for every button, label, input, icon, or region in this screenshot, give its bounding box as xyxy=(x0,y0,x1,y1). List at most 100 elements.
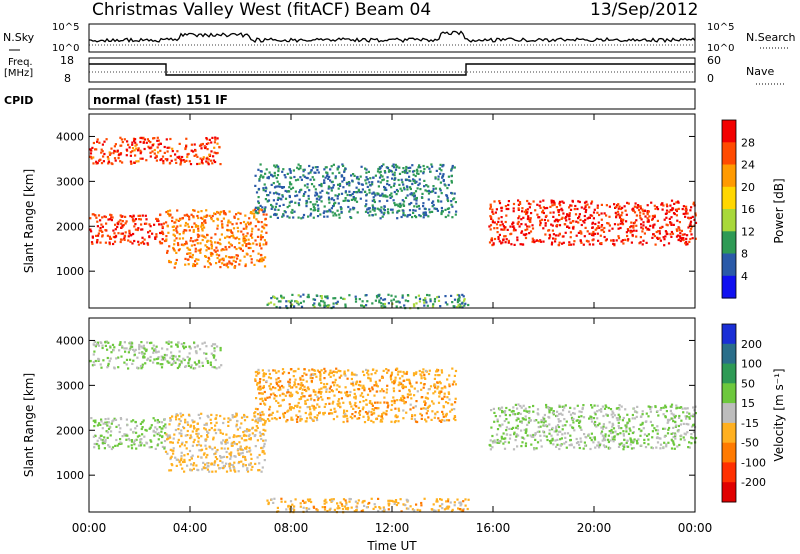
data-cell xyxy=(604,433,607,436)
data-cell xyxy=(231,223,234,226)
data-cell xyxy=(428,211,431,214)
data-cell xyxy=(344,190,347,193)
data-cell xyxy=(639,211,642,214)
data-cell xyxy=(129,358,132,361)
data-cell xyxy=(619,222,622,225)
data-cell xyxy=(158,426,161,429)
data-cell xyxy=(229,262,232,265)
data-cell xyxy=(130,440,134,443)
data-cell xyxy=(206,468,209,471)
data-cell xyxy=(547,406,550,409)
data-cell xyxy=(636,405,639,408)
data-cell xyxy=(352,381,355,384)
data-cell xyxy=(359,400,362,404)
data-cell xyxy=(138,434,141,437)
data-cell xyxy=(203,265,206,268)
data-cell xyxy=(118,430,121,434)
data-cell xyxy=(554,240,557,243)
data-cell xyxy=(367,208,370,211)
data-cell xyxy=(109,346,112,349)
data-cell xyxy=(325,175,329,178)
data-cell xyxy=(106,234,109,237)
data-cell xyxy=(334,297,337,300)
data-cell xyxy=(131,362,134,365)
data-cell xyxy=(636,411,639,414)
data-cell xyxy=(172,233,175,236)
data-cell xyxy=(113,346,116,349)
data-cell xyxy=(315,416,318,420)
data-cell xyxy=(458,299,461,302)
data-cell xyxy=(125,148,128,151)
data-cell xyxy=(275,383,279,386)
data-cell xyxy=(395,166,398,169)
data-cell xyxy=(313,207,316,210)
data-cell xyxy=(285,300,288,303)
data-cell xyxy=(286,388,290,392)
data-cell xyxy=(355,383,358,386)
data-cell xyxy=(397,300,400,303)
data-cell xyxy=(641,208,644,211)
data-cell xyxy=(599,242,602,245)
data-cell xyxy=(581,407,584,411)
data-cell xyxy=(378,200,381,203)
data-cell xyxy=(675,228,678,231)
data-cell xyxy=(617,413,620,416)
data-cell xyxy=(146,243,150,246)
data-cell xyxy=(656,441,660,444)
data-cell xyxy=(203,452,206,455)
data-cell xyxy=(219,456,222,459)
data-cell xyxy=(517,434,520,437)
data-cell xyxy=(650,446,653,449)
data-cell xyxy=(688,240,691,243)
data-cell xyxy=(618,443,622,446)
data-cell xyxy=(681,208,684,211)
data-cell xyxy=(514,403,517,406)
data-cell xyxy=(193,420,196,423)
data-cell xyxy=(308,164,311,168)
data-cell xyxy=(566,213,569,216)
data-cell xyxy=(524,418,527,421)
data-cell xyxy=(208,153,211,156)
data-cell xyxy=(351,383,354,386)
data-cell xyxy=(109,434,112,437)
data-cell xyxy=(110,430,113,433)
data-cell xyxy=(152,417,155,420)
data-cell xyxy=(575,441,579,445)
data-cell xyxy=(416,508,419,511)
data-cell xyxy=(333,410,336,413)
data-cell xyxy=(204,236,207,239)
data-cell xyxy=(153,434,156,437)
data-cell xyxy=(140,136,143,139)
data-cell xyxy=(630,447,634,450)
data-cell xyxy=(503,226,506,229)
data-cell xyxy=(529,434,532,437)
data-cell xyxy=(542,419,545,422)
data-cell xyxy=(110,447,113,451)
data-cell xyxy=(347,205,350,209)
data-cell xyxy=(342,401,345,404)
frequency-strip: Freq. [MHz] 18 8 60 0 Nave xyxy=(4,54,785,85)
data-cell xyxy=(221,226,224,229)
data-cell xyxy=(421,396,424,399)
data-cell xyxy=(145,429,148,432)
data-cell xyxy=(333,212,337,215)
data-cell xyxy=(640,429,643,432)
data-cell xyxy=(186,434,189,437)
data-cell xyxy=(169,356,172,359)
data-cell xyxy=(219,346,222,350)
data-cell xyxy=(103,215,106,218)
data-cell xyxy=(166,150,169,153)
data-cell xyxy=(549,235,552,238)
data-cell xyxy=(148,147,151,150)
data-cell xyxy=(220,442,223,445)
data-cell xyxy=(163,145,166,149)
data-cell xyxy=(263,239,266,242)
data-cell xyxy=(386,167,390,170)
data-cell xyxy=(656,432,659,435)
data-cell xyxy=(445,194,449,197)
data-cell xyxy=(681,407,684,410)
data-cell xyxy=(393,190,396,194)
data-cell xyxy=(363,389,366,392)
data-cell xyxy=(524,236,528,240)
data-cell xyxy=(133,161,136,164)
